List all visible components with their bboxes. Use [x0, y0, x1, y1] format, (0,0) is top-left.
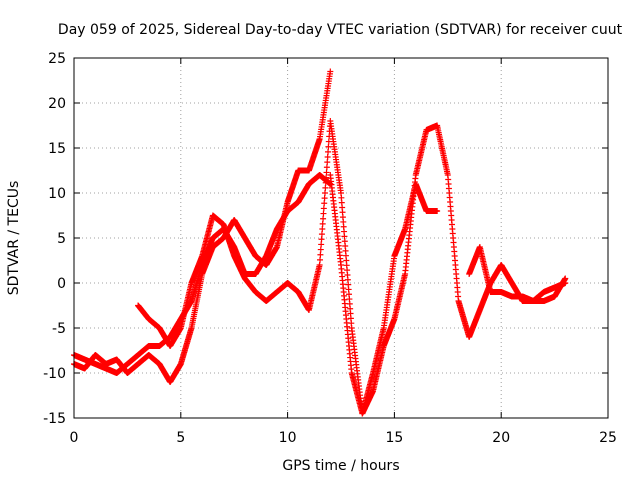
data-point	[317, 256, 324, 263]
data-point	[323, 164, 330, 171]
data-point	[319, 226, 326, 232]
data-point	[325, 143, 332, 150]
series-track-d	[327, 122, 569, 417]
y-tick-label: 25	[48, 51, 66, 67]
data-point	[321, 200, 328, 207]
data-point	[317, 246, 324, 253]
y-tick-label: 20	[48, 96, 66, 112]
y-tick-label: 0	[57, 276, 66, 292]
x-axis-label: GPS time / hours	[282, 458, 399, 474]
y-tick-label: 10	[48, 186, 66, 202]
x-tick-label: 15	[385, 430, 403, 446]
chart-title: Day 059 of 2025, Sidereal Day-to-day VTE…	[58, 22, 623, 38]
data-point	[324, 159, 331, 166]
y-tick-label: 5	[57, 231, 66, 247]
series-track-b	[71, 68, 334, 385]
x-tick-label: 0	[70, 430, 79, 446]
y-tick-label: -10	[43, 366, 66, 382]
data-point	[322, 179, 329, 186]
x-tick-label: 25	[599, 430, 617, 446]
y-tick-label: -15	[43, 411, 66, 427]
data-point	[316, 262, 323, 268]
y-axis-label: SDTVAR / TECUs	[6, 181, 22, 296]
axis-ticks: 0 5 10 15 20 25 -15 -10 -5 0 5 10 15 20 25	[43, 51, 617, 446]
data-point	[562, 275, 569, 282]
data-point	[323, 174, 330, 181]
data-point	[320, 210, 327, 217]
series-track-c	[135, 118, 441, 417]
y-tick-label: -5	[52, 321, 66, 337]
x-tick-label: 5	[176, 430, 185, 446]
x-tick-label: 20	[492, 430, 510, 446]
data-point	[319, 220, 326, 227]
data-point	[318, 236, 325, 243]
x-tick-label: 10	[279, 430, 297, 446]
data-point	[320, 205, 327, 212]
data-point	[321, 195, 328, 202]
data-point	[327, 68, 334, 75]
y-tick-label: 15	[48, 141, 66, 157]
data-point	[318, 231, 325, 238]
data-point	[325, 148, 332, 155]
data-point	[321, 190, 328, 196]
data-point	[320, 215, 327, 222]
data-point	[322, 184, 329, 191]
series-track-e	[466, 244, 569, 304]
data-point	[324, 154, 331, 160]
data-series	[71, 68, 569, 417]
data-point	[434, 208, 441, 214]
data-point	[318, 241, 325, 248]
data-point	[323, 169, 330, 176]
data-point	[317, 251, 324, 258]
